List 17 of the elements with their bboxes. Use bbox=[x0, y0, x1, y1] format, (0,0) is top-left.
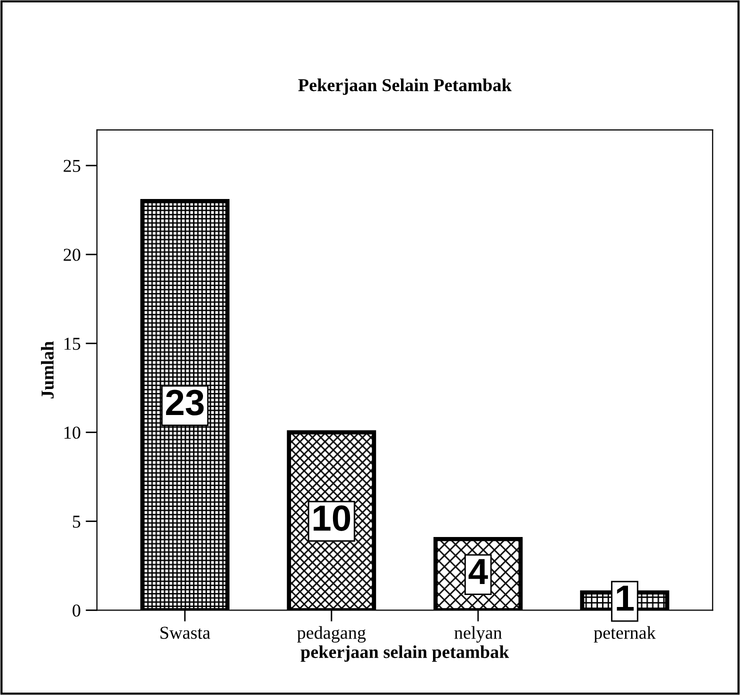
x-axis-title: pekerjaan selain petambak bbox=[300, 645, 510, 662]
x-tick-label: nelyan bbox=[454, 626, 502, 643]
y-axis-title: Jumlah bbox=[40, 341, 54, 398]
data-label: 1 bbox=[616, 586, 634, 611]
y-tick-label: 20 bbox=[64, 248, 80, 261]
y-tick-label: 5 bbox=[72, 516, 80, 528]
y-tick-label: 10 bbox=[64, 426, 80, 439]
data-label: 10 bbox=[314, 505, 350, 531]
chart-title: Pekerjaan Selain Petambak bbox=[298, 78, 512, 95]
data-label: 4 bbox=[468, 559, 488, 584]
x-tick-label: Swasta bbox=[160, 626, 210, 639]
x-tick-label: peternak bbox=[594, 626, 656, 643]
y-tick-label: 25 bbox=[64, 160, 80, 172]
data-label: 23 bbox=[166, 390, 204, 416]
x-tick-label: pedagang bbox=[297, 626, 366, 643]
y-tick-label: 15 bbox=[64, 338, 80, 350]
y-tick-label: 0 bbox=[72, 604, 80, 617]
